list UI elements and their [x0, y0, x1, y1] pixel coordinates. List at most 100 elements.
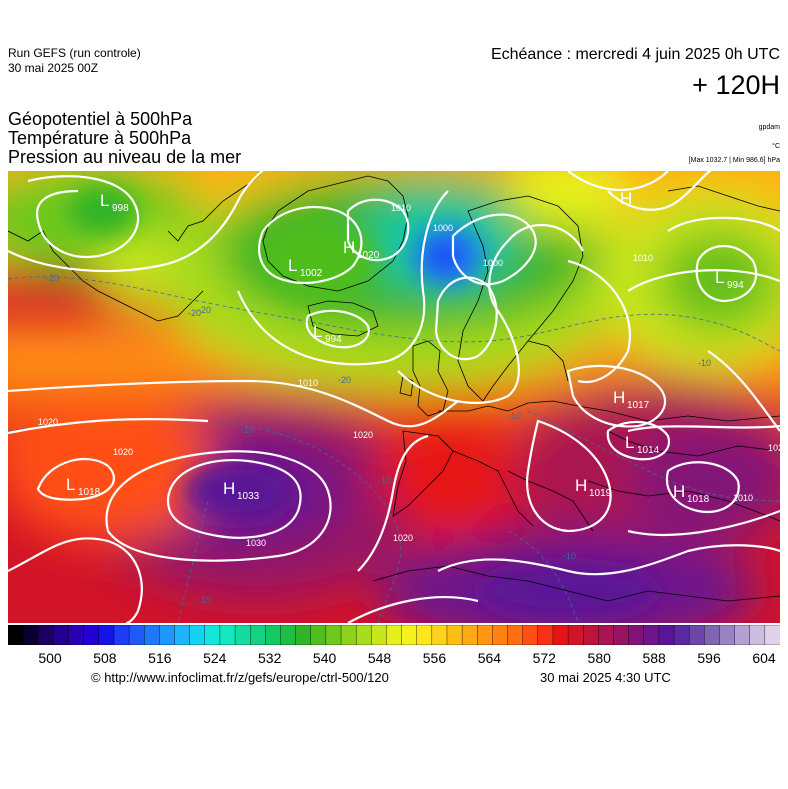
svg-text:L: L — [313, 322, 322, 341]
colorbar-swatch — [749, 624, 766, 646]
colorbar-swatch — [446, 624, 463, 646]
pressure-center-high: H 1033 — [223, 479, 260, 502]
generated-time: 30 mai 2025 4:30 UTC — [540, 670, 671, 685]
colorbar-swatch — [340, 624, 357, 646]
svg-text:998: 998 — [112, 203, 129, 214]
svg-text:1018: 1018 — [78, 487, 101, 498]
colorbar-swatch — [128, 624, 146, 646]
colorbar-tick-label: 588 — [642, 650, 666, 666]
svg-text:-10: -10 — [508, 411, 521, 421]
run-title: Run GEFS (run controle) — [8, 46, 141, 60]
source-url: © http://www.infoclimat.fr/z/gefs/europe… — [91, 670, 389, 685]
colorbar-swatch — [144, 624, 161, 646]
colorbar-swatch — [567, 624, 585, 646]
colorbar-tick-label: 556 — [422, 650, 447, 666]
weather-map: L 998 H 1020 L 1002 L 994 L 994 H H 1017 L 1014… — [8, 171, 780, 623]
lead-time: + 120H — [692, 70, 780, 100]
svg-text:-10: -10 — [698, 358, 711, 368]
colorbar-swatch — [189, 624, 206, 646]
colorbar-swatch — [613, 624, 630, 646]
colorbar-swatch — [355, 624, 373, 646]
colorbar-swatch — [461, 624, 479, 646]
svg-text:1018: 1018 — [687, 494, 710, 505]
svg-text:1019: 1019 — [589, 488, 612, 499]
colorbar-swatch — [113, 624, 130, 646]
colorbar-swatch — [416, 624, 433, 646]
colorbar-swatch — [310, 624, 327, 646]
colorbar-swatch — [159, 624, 176, 646]
unit-temperature: °C — [772, 143, 780, 150]
svg-text:H: H — [613, 388, 625, 407]
isobar-value-labels: 1020 1010 1000 1000 1010 1020 1020 1030 … — [38, 203, 780, 548]
isobars — [8, 171, 780, 623]
colorbar-swatch — [522, 624, 539, 646]
pressure-center-low: L 1018 — [66, 475, 101, 498]
svg-text:1020: 1020 — [113, 447, 133, 457]
colorbar-tick-label: 604 — [752, 650, 776, 666]
pressure-center-low: L 994 — [313, 322, 342, 345]
colorbar-swatch — [537, 624, 554, 646]
svg-text:1010: 1010 — [733, 493, 753, 503]
colorbar-swatch — [38, 624, 55, 646]
colorbar-swatch — [673, 624, 690, 646]
colorbar-tick-label: 524 — [203, 650, 227, 666]
colorbar-swatch — [764, 624, 781, 646]
pressure-center-high: H 1018 — [673, 482, 710, 505]
colorbar-swatch — [83, 624, 100, 646]
colorbar-swatch — [234, 624, 251, 646]
svg-text:1020: 1020 — [38, 417, 58, 427]
pressure-center-high: H 1020 — [343, 238, 380, 261]
colorbar-tick-label: 532 — [258, 650, 282, 666]
colorbar-swatch — [204, 624, 221, 646]
svg-text:H: H — [673, 482, 685, 501]
colorbar-tick-label: 540 — [312, 650, 337, 666]
isotherm-value-labels: -20 -20 -20 -20 -10 -10 -10 -10 -10 -10 — [46, 273, 711, 605]
colorbar-swatch — [386, 624, 403, 646]
colorbar-swatch — [249, 624, 267, 646]
pressure-center-low: L 998 — [100, 191, 129, 214]
svg-text:L: L — [288, 256, 297, 275]
svg-text:994: 994 — [727, 280, 744, 291]
map-canvas: L 998 H 1020 L 1002 L 994 L 994 H H 1017 L 1014… — [8, 171, 780, 623]
pressure-center-labels: L 998 H 1020 L 1002 L 994 L 994 H H 1017 L 1014… — [66, 189, 744, 505]
svg-text:1020: 1020 — [393, 533, 413, 543]
unit-geopotential: gpdam — [758, 124, 780, 131]
colorbar-swatch — [598, 624, 615, 646]
svg-text:1020: 1020 — [353, 430, 373, 440]
svg-text:1010: 1010 — [298, 378, 318, 388]
svg-text:1033: 1033 — [237, 491, 260, 502]
colorbar-tick-label: 500 — [38, 650, 62, 666]
svg-text:-20: -20 — [198, 305, 211, 315]
svg-text:H: H — [223, 479, 235, 498]
colorbar-swatch — [477, 624, 494, 646]
svg-text:1000: 1000 — [433, 223, 453, 233]
svg-text:-10: -10 — [198, 595, 211, 605]
pressure-center-high: H 1017 — [613, 388, 650, 411]
colorbar-tick-label: 572 — [532, 650, 556, 666]
svg-text:L: L — [715, 268, 724, 287]
svg-text:-10: -10 — [378, 475, 391, 485]
colorbar-swatch — [734, 624, 751, 646]
svg-text:1020: 1020 — [768, 443, 780, 453]
svg-text:1030: 1030 — [246, 538, 266, 548]
colorbar-swatch — [688, 624, 706, 646]
colorbar-swatch — [219, 624, 236, 646]
forecast-valid-time: Echéance : mercredi 4 juin 2025 0h UTC — [490, 46, 780, 63]
colorbar-tick-label: 516 — [148, 650, 172, 666]
colorbar-swatch — [68, 624, 85, 646]
colorbar-tick-label: 580 — [587, 650, 611, 666]
parameter-pressure: Pression au niveau de la mer — [8, 147, 242, 167]
colorbar-swatch — [719, 624, 736, 646]
svg-text:1020: 1020 — [357, 250, 380, 261]
colorbar-swatch — [552, 624, 569, 646]
colorbar-tick-label: 548 — [367, 650, 392, 666]
svg-text:1000: 1000 — [483, 258, 503, 268]
colorbar-swatch — [53, 624, 70, 646]
svg-text:-20: -20 — [46, 273, 59, 283]
unit-pressure-range: [Max 1032.7 | Min 986.6] hPa — [688, 157, 780, 164]
svg-text:H: H — [343, 238, 355, 257]
pressure-center-low: L 1014 — [625, 433, 660, 456]
pressure-center-low: L 994 — [715, 268, 744, 291]
pressure-center-low: L 1002 — [288, 256, 323, 279]
svg-text:994: 994 — [325, 334, 342, 345]
